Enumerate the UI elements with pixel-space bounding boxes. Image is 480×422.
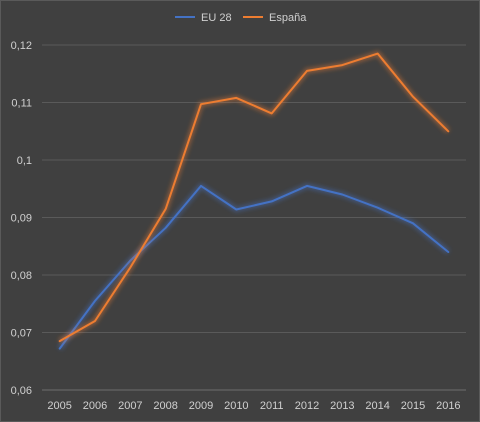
series-line-1 — [58, 52, 450, 343]
series-glow — [57, 183, 450, 351]
x-tick-label: 2013 — [330, 400, 354, 412]
y-tick-label: 0,07 — [11, 328, 32, 340]
legend-label: EU 28 — [201, 12, 232, 24]
x-tick-label: 2006 — [83, 400, 107, 412]
x-tick-label: 2012 — [295, 400, 319, 412]
y-tick-label: 0,08 — [11, 270, 32, 282]
legend: EU 28 España — [175, 12, 307, 24]
x-tick-label: 2014 — [365, 400, 389, 412]
x-tick-label: 2010 — [224, 400, 248, 412]
x-tick-label: 2015 — [401, 400, 425, 412]
series-glow — [58, 51, 451, 344]
x-axis-labels: 2005 2006 2007 2008 2009 2010 2011 2012 2013 2014… — [47, 400, 460, 412]
legend-label: España — [269, 12, 307, 24]
series-line-0 — [58, 184, 450, 350]
y-tick-label: 0,09 — [11, 213, 32, 225]
y-tick-label: 0,12 — [11, 40, 32, 52]
x-tick-label: 2007 — [118, 400, 142, 412]
y-tick-label: 0,1 — [17, 155, 32, 167]
gridlines — [42, 44, 466, 391]
series-lines — [57, 51, 451, 351]
x-tick-label: 2008 — [153, 400, 177, 412]
x-tick-label: 2009 — [189, 400, 213, 412]
x-tick-label: 2011 — [260, 400, 284, 412]
x-tick-label: 2005 — [47, 400, 71, 412]
x-tick-label: 2016 — [436, 400, 460, 412]
y-axis-labels: 0,06 0,07 0,08 0,09 0,1 0,11 0,12 — [11, 40, 32, 397]
y-tick-label: 0,11 — [11, 98, 32, 110]
y-tick-label: 0,06 — [11, 385, 32, 397]
